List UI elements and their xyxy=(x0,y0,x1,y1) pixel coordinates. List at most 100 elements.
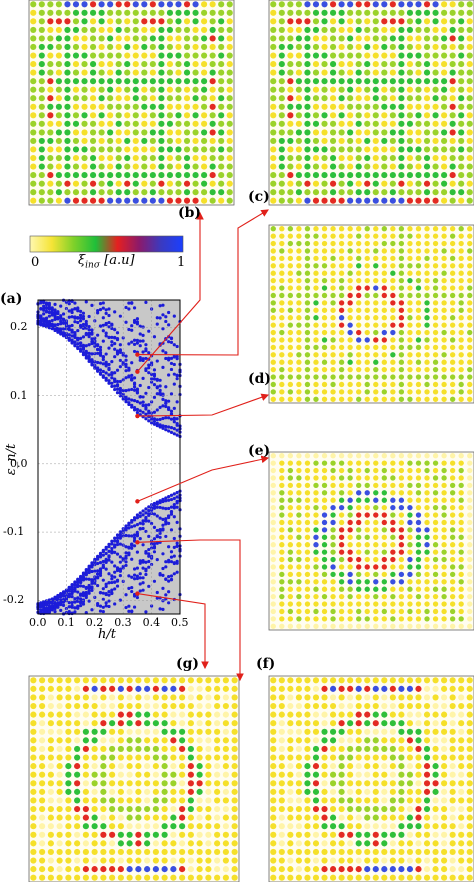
site-dot xyxy=(355,771,362,778)
site-dot xyxy=(373,248,379,254)
site-dot xyxy=(347,831,354,838)
site-dot xyxy=(196,702,203,710)
site-dot xyxy=(449,490,456,496)
density-maps xyxy=(28,0,474,882)
eigenvalue-point xyxy=(118,598,122,602)
site-dot xyxy=(398,233,405,239)
eigenvalue-point xyxy=(150,421,154,425)
site-dot xyxy=(355,163,362,170)
site-dot xyxy=(338,728,345,735)
site-dot xyxy=(313,534,319,540)
site-dot xyxy=(347,694,354,701)
site-dot xyxy=(295,52,302,59)
site-dot xyxy=(312,172,320,179)
eigenvalue-point xyxy=(167,579,171,583)
site-dot xyxy=(458,26,465,33)
site-dot xyxy=(373,352,379,358)
site-dot xyxy=(81,86,88,93)
site-dot xyxy=(347,322,353,328)
site-dot xyxy=(321,366,328,373)
site-dot xyxy=(424,586,430,592)
site-dot xyxy=(72,180,80,187)
site-dot xyxy=(338,95,345,102)
site-dot xyxy=(381,95,388,102)
site-dot xyxy=(117,823,124,830)
eigenvalue-point xyxy=(121,397,125,401)
site-dot xyxy=(441,337,447,343)
site-dot xyxy=(295,848,302,856)
site-dot xyxy=(38,137,45,145)
site-dot xyxy=(364,586,370,592)
site-dot xyxy=(432,504,439,511)
site-dot xyxy=(170,874,177,881)
site-dot xyxy=(347,35,354,42)
site-dot xyxy=(161,857,168,864)
site-dot xyxy=(406,805,414,813)
eigenvalue-point xyxy=(132,544,137,548)
site-dot xyxy=(415,52,422,59)
site-dot xyxy=(356,534,362,540)
eigenvalue-point xyxy=(161,528,165,532)
site-dot xyxy=(381,374,387,380)
site-dot xyxy=(449,337,456,343)
eigenvalue-point xyxy=(169,430,174,435)
site-dot xyxy=(390,549,396,555)
site-dot xyxy=(38,43,45,51)
eigenvalue-point xyxy=(124,369,128,373)
site-dot xyxy=(270,329,276,336)
site-dot xyxy=(183,103,191,110)
site-dot xyxy=(467,571,473,578)
site-dot xyxy=(364,352,370,358)
eigenvalue-point xyxy=(132,536,137,540)
site-dot xyxy=(347,608,353,615)
site-dot xyxy=(89,43,97,51)
site-dot xyxy=(141,9,148,16)
site-dot xyxy=(338,549,345,555)
site-dot xyxy=(39,702,46,710)
eigenvalue-point xyxy=(96,366,100,370)
site-dot xyxy=(398,315,405,321)
site-dot xyxy=(201,1,208,8)
site-dot xyxy=(381,556,387,563)
site-dot xyxy=(441,677,448,684)
site-dot xyxy=(424,240,430,247)
eigenvalue-point xyxy=(73,334,77,338)
eigenvalue-point xyxy=(152,504,157,508)
eigenvalue-point xyxy=(127,368,131,372)
site-dot xyxy=(270,874,277,881)
eigenvalue-point xyxy=(87,314,91,319)
site-dot xyxy=(187,685,194,692)
site-dot xyxy=(389,677,396,684)
site-dot xyxy=(381,285,387,291)
site-dot xyxy=(166,154,174,162)
site-dot xyxy=(98,43,105,51)
site-dot xyxy=(231,874,238,881)
site-dot xyxy=(187,694,194,701)
eigenvalue-point xyxy=(132,399,137,403)
site-dot xyxy=(100,831,107,838)
site-dot xyxy=(458,329,464,336)
site-dot xyxy=(364,771,371,778)
site-dot xyxy=(144,754,151,761)
site-dot xyxy=(179,728,186,735)
site-dot xyxy=(313,329,319,336)
site-dot xyxy=(313,300,319,306)
site-dot xyxy=(117,737,124,744)
site-dot xyxy=(47,120,54,127)
site-dot xyxy=(466,180,473,187)
site-dot xyxy=(175,146,182,153)
site-dot xyxy=(347,453,353,459)
site-dot xyxy=(321,848,328,856)
site-dot xyxy=(389,180,396,187)
site-dot xyxy=(458,69,465,76)
site-dot xyxy=(166,129,174,136)
site-dot xyxy=(381,18,388,25)
site-dot xyxy=(295,189,302,196)
site-dot xyxy=(296,549,302,555)
site-dot xyxy=(196,763,203,770)
eigenvalue-point xyxy=(93,344,97,348)
site-dot xyxy=(312,180,320,187)
site-dot xyxy=(423,848,431,856)
site-dot xyxy=(124,137,131,145)
site-dot xyxy=(109,685,116,692)
